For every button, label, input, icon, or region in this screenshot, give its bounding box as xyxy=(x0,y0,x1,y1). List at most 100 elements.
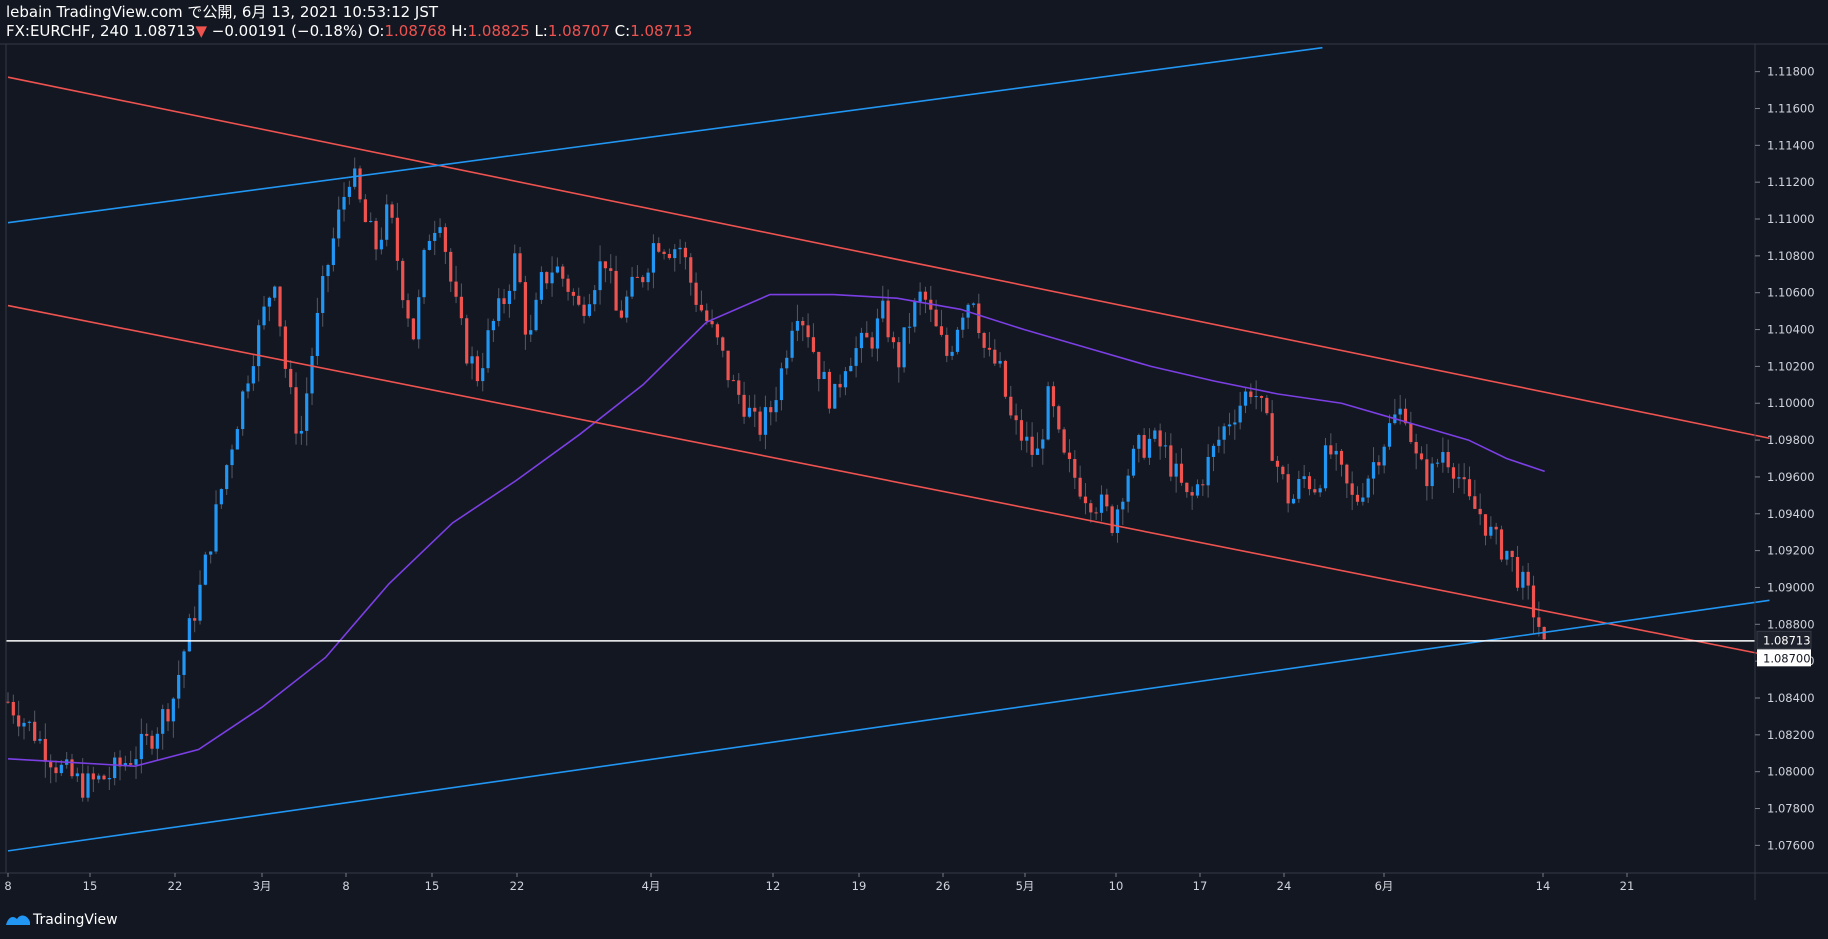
candle-body xyxy=(646,272,650,283)
candle-body xyxy=(1233,422,1237,425)
price-tick-label: 1.08800 xyxy=(1767,617,1815,631)
tradingview-logo-icon[interactable] xyxy=(5,912,31,928)
candle-body xyxy=(310,355,314,394)
candle-body xyxy=(550,272,554,284)
high-label: H: xyxy=(451,22,468,40)
candle-body xyxy=(209,551,213,555)
trend-line xyxy=(7,304,1770,657)
price-tick-label: 1.11200 xyxy=(1767,175,1815,189)
symbol-ohlc-line: FX:EURCHF, 240 1.08713▼ −0.00191 (−0.18%… xyxy=(6,21,692,41)
candle-body xyxy=(1174,463,1178,477)
candle-body xyxy=(747,407,752,417)
candle-body xyxy=(331,238,335,265)
candle-body xyxy=(347,186,351,197)
candle-body xyxy=(913,301,917,327)
candle-body xyxy=(806,325,810,338)
chart-header: lebain TradingView.com で公開, 6月 13, 2021 … xyxy=(0,0,1828,44)
candle-body xyxy=(278,286,282,327)
candle-body xyxy=(1473,496,1477,509)
candle-body xyxy=(1307,476,1312,490)
candle-body xyxy=(1334,450,1338,455)
candle-body xyxy=(571,291,576,296)
time-tick-label: 3月 xyxy=(253,879,272,893)
candle-body xyxy=(1211,445,1216,457)
candle-body xyxy=(1270,413,1274,461)
price-tick-label: 1.09000 xyxy=(1767,580,1815,594)
candle-body xyxy=(779,368,784,401)
candle-body xyxy=(486,330,490,369)
time-tick-label: 14 xyxy=(1536,879,1551,893)
time-tick-label: 10 xyxy=(1109,879,1124,893)
candle-body xyxy=(1115,509,1120,533)
candle-body xyxy=(182,651,186,675)
candle-body xyxy=(1099,494,1104,513)
candle-body xyxy=(1142,434,1146,458)
candle-body xyxy=(1105,494,1109,507)
candle-body xyxy=(91,773,95,780)
candle-body xyxy=(491,320,495,331)
candle-body xyxy=(1355,494,1360,502)
candle-body xyxy=(769,407,773,413)
candle-body xyxy=(395,217,399,261)
candle-body xyxy=(107,778,111,780)
candle-body xyxy=(801,320,805,326)
candle-body xyxy=(155,733,159,749)
candle-body xyxy=(539,272,543,300)
candle-body xyxy=(219,489,223,505)
candle-body xyxy=(817,351,821,380)
candle-body xyxy=(1371,462,1376,479)
candle-body xyxy=(833,383,837,409)
candle-body xyxy=(1238,405,1242,423)
price-tick-label: 1.10600 xyxy=(1767,286,1815,300)
candle-body xyxy=(113,757,117,779)
candle-body xyxy=(17,715,21,727)
candle-body xyxy=(758,411,762,435)
candle-body xyxy=(875,318,880,349)
candle-body xyxy=(54,767,58,774)
candle-body xyxy=(230,449,234,466)
candle-body xyxy=(1419,453,1424,460)
candle-body xyxy=(1158,430,1162,447)
candle-body xyxy=(81,773,85,798)
footer: TradingView xyxy=(0,902,1828,939)
candle-body xyxy=(27,721,31,723)
candle-body xyxy=(1254,396,1258,398)
symbol-label[interactable]: FX:EURCHF, 240 xyxy=(6,22,129,40)
candle-body xyxy=(1414,442,1418,454)
candle-body xyxy=(523,282,527,335)
candle-body xyxy=(187,618,191,652)
candle-body xyxy=(1243,391,1248,406)
price-tick-label: 1.09400 xyxy=(1767,507,1815,521)
candle-body xyxy=(385,204,389,240)
candle-body xyxy=(881,300,885,319)
candle-body xyxy=(763,407,768,435)
candle-body xyxy=(1494,526,1498,530)
candle-body xyxy=(811,337,816,352)
candle-body xyxy=(465,318,469,364)
candle-body xyxy=(785,357,789,369)
candle-body xyxy=(1398,408,1402,415)
candle-body xyxy=(1094,512,1098,514)
down-arrow-icon: ▼ xyxy=(195,22,207,40)
candle-body xyxy=(1057,406,1061,430)
candle-body xyxy=(1089,503,1093,513)
candle-body xyxy=(555,266,560,273)
candle-body xyxy=(139,733,143,760)
candle-body xyxy=(667,254,672,259)
candle-body xyxy=(1051,386,1056,407)
candle-body xyxy=(902,327,906,368)
candle-body xyxy=(1163,445,1168,447)
tradingview-brand[interactable]: TradingView xyxy=(33,912,118,928)
candle-body xyxy=(1041,439,1045,449)
price-tick-label: 1.09200 xyxy=(1767,544,1815,558)
candle-body xyxy=(609,268,613,271)
candle-body xyxy=(177,674,181,699)
candle-body xyxy=(982,333,986,348)
candle-body xyxy=(534,299,538,331)
candle-body xyxy=(289,368,293,388)
candle-body xyxy=(481,368,485,382)
trend-line xyxy=(7,76,1770,440)
candle-body xyxy=(843,371,848,388)
candle-body xyxy=(694,282,698,305)
